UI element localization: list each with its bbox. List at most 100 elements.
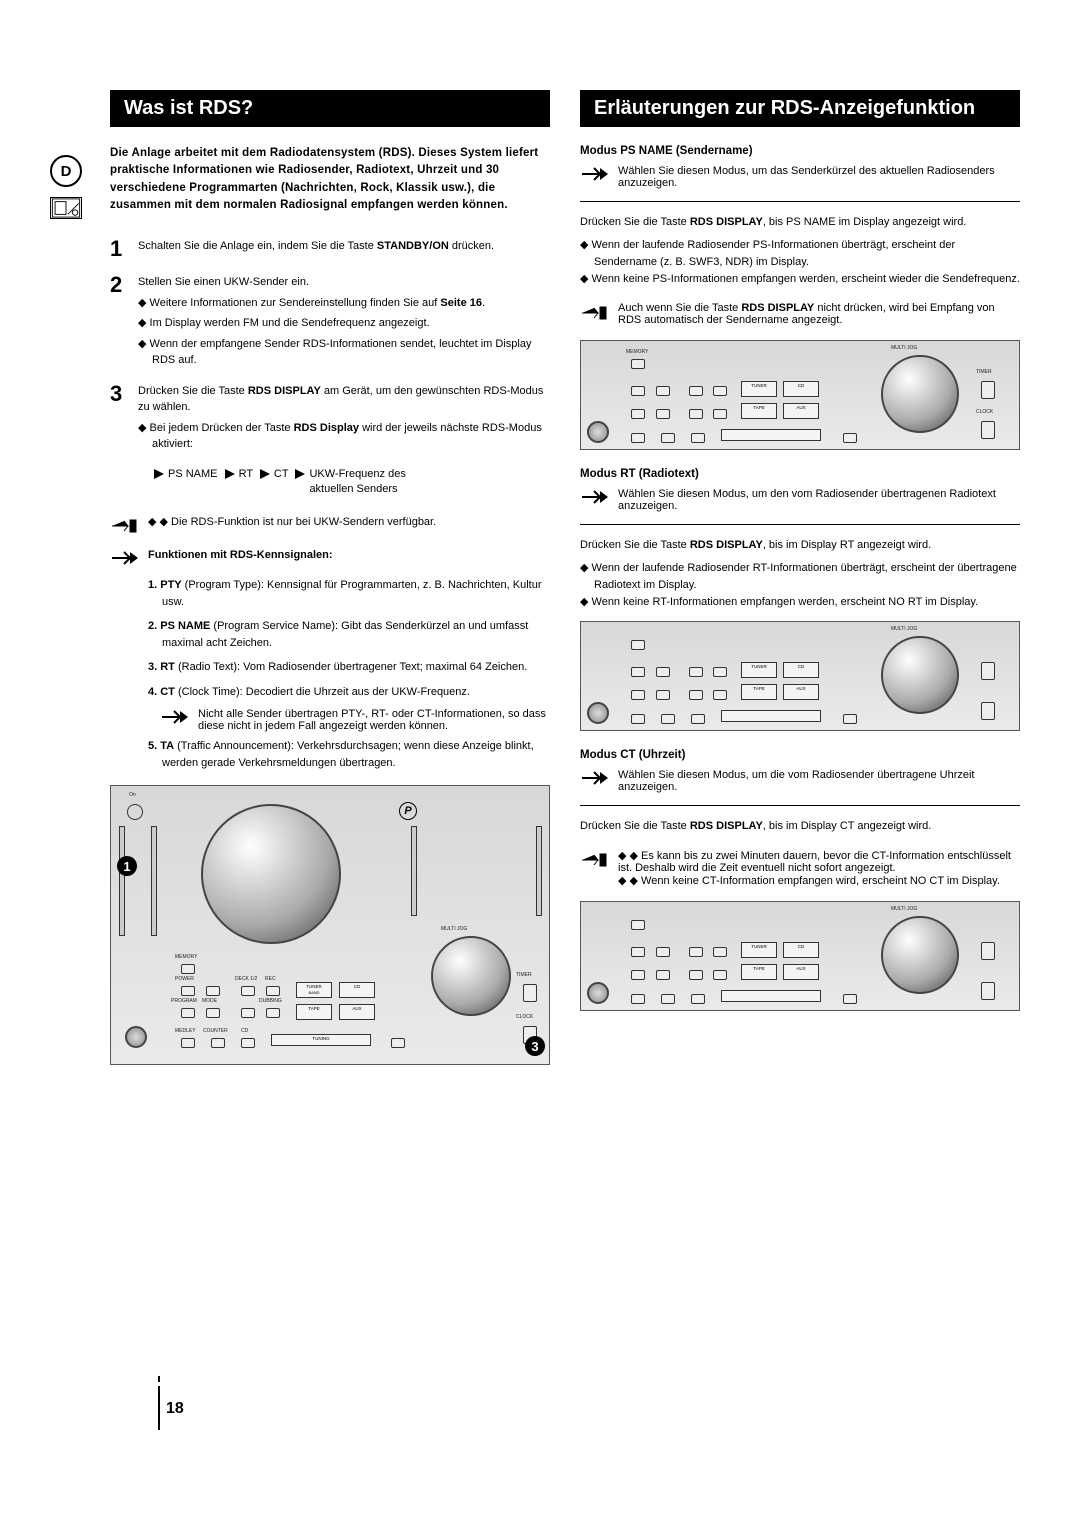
aux-button: AUX (783, 964, 819, 980)
jog-dial (881, 916, 959, 994)
func-5: 5. TA (Traffic Announcement): Verkehrsdu… (162, 738, 550, 771)
t: TUNER (751, 383, 767, 388)
func-2: 2. PS NAME (Program Service Name): Gibt … (162, 618, 550, 651)
multi-jog-label: MULTI JOG (441, 926, 467, 932)
pointer-icon (580, 769, 608, 787)
funcs-list: 1. PTY (Program Type): Kennsignal für Pr… (148, 577, 550, 771)
cd-button: CD (783, 381, 819, 397)
panel-button (631, 667, 645, 677)
jog-dial (881, 355, 959, 433)
t: RDS DISPLAY (741, 302, 814, 314)
cd-tray-dial (201, 804, 341, 944)
ps-body: Drücken Sie die Taste RDS DISPLAY, bis P… (580, 214, 1020, 288)
func-3: 3. RT (Radio Text): Vom Radiosender über… (162, 659, 550, 676)
pointer-icon (110, 549, 138, 567)
step2-d1: Weitere Informationen zur Sendereinstell… (152, 295, 550, 312)
n: 4. CT (148, 686, 175, 698)
slider (119, 826, 125, 936)
ct-note2: ◆ Wenn keine CT-Information empfangen wi… (618, 874, 1020, 887)
tape-button: TAPE (741, 964, 777, 980)
n: 3. RT (148, 661, 175, 673)
right-title: Erläuterungen zur RDS-Anzeigefunktion (580, 90, 1020, 127)
step1-a: Schalten Sie die Anlage ein, indem Sie d… (138, 240, 377, 252)
rt-hdr: Modus RT (Radiotext) (580, 468, 1020, 480)
hand-icon (110, 517, 138, 535)
ps-desc-row: Wählen Sie diesen Modus, um das Senderkü… (580, 165, 1020, 189)
ps-desc: Wählen Sie diesen Modus, um das Senderkü… (618, 165, 1020, 189)
flow-d: UKW-Frequenz des aktuellen Senders (309, 467, 439, 498)
tape-button: TAPE (741, 684, 777, 700)
panel-button (266, 986, 280, 996)
tuning-bar: TUNING (271, 1034, 371, 1046)
note-text: ◆ Die RDS-Funktion ist nur bei UKW-Sende… (148, 515, 436, 528)
arrow-icon (225, 469, 235, 479)
lbl: DUBBING (259, 998, 282, 1004)
panel-button (691, 433, 705, 443)
note-ukw-only: ◆ Die RDS-Funktion ist nur bei UKW-Sende… (110, 515, 550, 535)
t: Die RDS-Funktion ist nur bei UKW-Sendern… (171, 516, 436, 528)
slider (151, 826, 157, 936)
page-number: 18 (166, 1400, 184, 1418)
device-panel-large: MULTI JOG On TUNERBAND CD (110, 785, 550, 1065)
t: , bis im Display CT angezeigt wird. (763, 820, 932, 832)
left-title: Was ist RDS? (110, 90, 550, 127)
intro-text: Die Anlage arbeitet mit dem Radiodatensy… (110, 145, 550, 214)
panel-button (689, 386, 703, 396)
pointer-icon (580, 165, 608, 183)
step-3: 3 Drücken Sie die Taste RDS DISPLAY am G… (110, 383, 550, 453)
ct-notes: ◆ Es kann bis zu zwei Minuten dauern, be… (618, 849, 1020, 887)
step-number: 2 (110, 274, 138, 369)
divider (580, 201, 1020, 202)
panel-button (523, 984, 537, 1002)
device-panel-small-2: TUNER CD TAPE AUX MULTI JOG (580, 621, 1020, 731)
panel-button (391, 1038, 405, 1048)
panel-button (656, 386, 670, 396)
step2-d3: Wenn der empfangene Sender RDS-Informati… (152, 336, 550, 369)
panel-button (631, 690, 645, 700)
arrow-icon (260, 469, 270, 479)
t: BAND (308, 990, 319, 995)
tape-button: TAPE (296, 1004, 332, 1020)
panel-button (631, 433, 645, 443)
lbl: CD (241, 1028, 248, 1034)
t: RDS Display (294, 422, 359, 434)
panel-button (713, 947, 727, 957)
ps-d2: Wenn keine PS-Informationen empfangen we… (594, 271, 1020, 288)
panel-button (181, 1008, 195, 1018)
t: Auch wenn Sie die Taste (618, 302, 741, 314)
func4-note: Nicht alle Sender übertragen PTY-, RT- o… (198, 708, 550, 732)
lbl: MODE (202, 998, 217, 1004)
divider (580, 805, 1020, 806)
panel-button (631, 947, 645, 957)
panel-button (713, 409, 727, 419)
tuner-button: TUNER (741, 381, 777, 397)
panel-button (656, 947, 670, 957)
right-column: Erläuterungen zur RDS-Anzeigefunktion Mo… (580, 90, 1020, 1065)
lbl: MEDLEY (175, 1028, 196, 1034)
tape-button: TAPE (741, 403, 777, 419)
panel-button (631, 920, 645, 930)
n: 2. PS NAME (148, 620, 210, 632)
screw-icon (587, 982, 609, 1004)
t: , bis im Display RT angezeigt wird. (763, 539, 931, 551)
panel-button (181, 964, 195, 974)
step-1: 1 Schalten Sie die Anlage ein, indem Sie… (110, 238, 550, 260)
t: Wenn keine CT-Information empfangen wird… (641, 875, 1000, 887)
step1-b: STANDBY/ON (377, 240, 449, 252)
funcs-header-row: Funktionen mit RDS-Kennsignalen: (110, 549, 550, 567)
page-number-bar (158, 1386, 160, 1430)
divider (580, 524, 1020, 525)
panel-button (691, 714, 705, 724)
t: Bei jedem Drücken der Taste (150, 422, 294, 434)
step-body: Stellen Sie einen UKW-Sender ein. Weiter… (138, 274, 550, 369)
lbl: MULTI JOG (891, 345, 917, 351)
t: (Traffic Announcement): Verkehrsdurchsag… (162, 740, 534, 769)
panel-button (689, 409, 703, 419)
panel-button (631, 409, 645, 419)
screw-icon (125, 1026, 147, 1048)
n: 1. PTY (148, 579, 182, 591)
t: Drücken Sie die Taste (580, 539, 690, 551)
panel-button (713, 690, 727, 700)
cd-button: CD (783, 942, 819, 958)
panel-button (713, 667, 727, 677)
